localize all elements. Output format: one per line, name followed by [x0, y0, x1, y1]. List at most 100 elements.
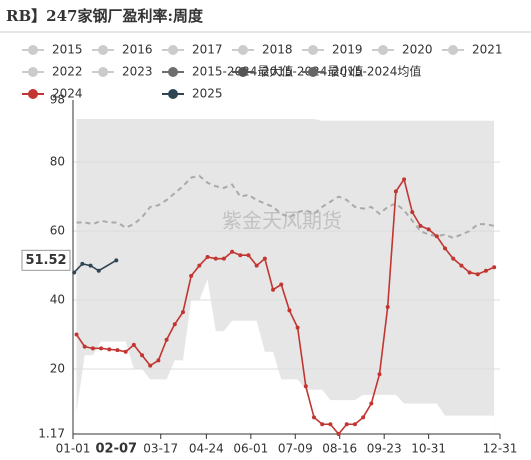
legend-label: 2015	[52, 43, 83, 57]
point	[492, 265, 497, 270]
legend-item[interactable]: 2015	[22, 43, 83, 57]
point	[123, 349, 128, 354]
legend-item[interactable]: 2016	[92, 43, 153, 57]
point	[426, 227, 431, 232]
point	[295, 325, 300, 330]
x-tick-label: 06-01	[233, 442, 268, 456]
point	[148, 363, 153, 368]
legend-item[interactable]: 2022	[22, 65, 83, 79]
point	[320, 422, 325, 427]
point	[107, 347, 112, 352]
point	[189, 273, 194, 278]
point	[352, 422, 357, 427]
y-tick-label: 98	[50, 93, 65, 107]
legend-icon	[28, 45, 38, 55]
series-line	[75, 177, 495, 436]
point	[74, 332, 79, 337]
point	[180, 310, 185, 315]
x-tick-label: 03-17	[143, 442, 178, 456]
point	[467, 270, 472, 275]
legend-icon	[308, 67, 318, 77]
legend-icon	[308, 45, 318, 55]
point	[80, 261, 85, 266]
y-tick-label: 1.17	[38, 427, 65, 441]
point	[221, 256, 226, 261]
point	[369, 401, 374, 406]
point	[230, 249, 235, 254]
y-tick-label: 60	[50, 224, 65, 238]
legend-item[interactable]: 2025	[162, 87, 223, 101]
legend-item[interactable]: 2023	[92, 65, 153, 79]
pointer-box	[21, 249, 71, 271]
legend-label: 2021	[472, 43, 503, 57]
point	[254, 263, 259, 268]
legend-label: 2023	[122, 65, 153, 79]
point	[483, 268, 488, 273]
point	[451, 256, 456, 261]
point	[385, 304, 390, 309]
point	[271, 287, 276, 292]
y-tick-label: 40	[50, 293, 65, 307]
legend-item[interactable]: 2021	[442, 43, 503, 57]
point	[82, 344, 87, 349]
x-tick-label: 08-16	[322, 442, 357, 456]
point	[88, 263, 93, 268]
legend-item[interactable]: 2015-2024均值	[302, 64, 421, 79]
x-tick-label: 07-09	[278, 442, 313, 456]
point	[434, 234, 439, 239]
legend-item[interactable]: 2017	[162, 43, 223, 57]
legend-item[interactable]: 2020	[372, 43, 433, 57]
band-area	[76, 279, 495, 434]
point	[205, 254, 210, 259]
point	[377, 372, 382, 377]
point	[172, 322, 177, 327]
x-tick-label: 10-31	[411, 442, 446, 456]
legend-icon	[168, 45, 178, 55]
point	[164, 337, 169, 342]
point	[418, 223, 423, 228]
point	[238, 253, 243, 258]
legend-label: 2024	[52, 87, 83, 101]
legend-icon	[98, 67, 108, 77]
y-tick-label: 20	[50, 362, 65, 376]
point	[114, 258, 119, 263]
point	[287, 308, 292, 313]
point	[328, 422, 333, 427]
point	[336, 432, 341, 436]
point	[393, 189, 398, 194]
point	[311, 415, 316, 420]
series-line	[76, 174, 495, 240]
legend-item[interactable]: 2024	[22, 87, 83, 101]
point	[279, 282, 284, 287]
x-tick-label: 09-23	[367, 442, 402, 456]
legend-icon	[378, 45, 388, 55]
point	[90, 346, 95, 351]
point	[131, 342, 136, 347]
point	[361, 415, 366, 420]
point	[156, 358, 161, 363]
point	[262, 256, 267, 261]
band-area	[76, 118, 495, 435]
legend-item[interactable]: 2019	[302, 43, 363, 57]
pointer-y-label: 51.52	[25, 253, 66, 268]
point	[475, 272, 480, 277]
legend-label: 2025	[192, 87, 223, 101]
legend-item[interactable]: 2018	[232, 43, 293, 57]
pointer-x-label: 02-07	[95, 442, 137, 457]
legend-label: 2018	[262, 43, 293, 57]
legend-icon	[168, 67, 178, 77]
x-tick-label: 12-31	[483, 442, 518, 456]
legend-label: 2020	[402, 43, 433, 57]
point	[246, 253, 251, 258]
legend-label: 2022	[52, 65, 83, 79]
point	[115, 348, 120, 353]
legend-icon	[168, 89, 178, 99]
point	[344, 422, 349, 427]
point	[410, 210, 415, 215]
x-tick-label: 01-01	[56, 442, 91, 456]
legend-icon	[238, 67, 248, 77]
point	[402, 177, 407, 182]
legend-icon	[28, 89, 38, 99]
legend-label: 2016	[122, 43, 153, 57]
